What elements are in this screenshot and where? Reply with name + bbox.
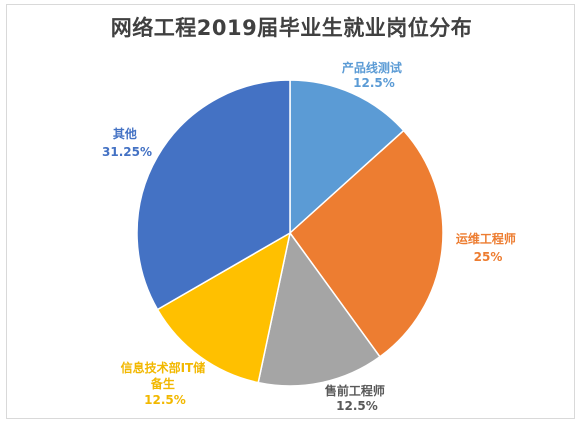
slice-label-售前工程师: 售前工程师 12.5% bbox=[325, 383, 389, 413]
chart-title: 网络工程2019届毕业生就业岗位分布 bbox=[110, 16, 473, 40]
slice-label-信息技术部IT储备生: 信息技术部IT储 备生 12.5% bbox=[121, 360, 210, 407]
slice-value-label: 12.5% bbox=[144, 393, 186, 407]
pie-slice-运维工程师 bbox=[288, 129, 444, 358]
pie-slices bbox=[136, 79, 444, 387]
pie-slice-售前工程师 bbox=[257, 231, 381, 387]
slice-value-label: 25% bbox=[474, 250, 503, 264]
slice-category-label-line2: 备生 bbox=[150, 376, 175, 391]
slice-label-其他: 其他 31.25% bbox=[102, 126, 152, 159]
slice-value-label: 12.5% bbox=[353, 76, 395, 90]
slice-category-label: 运维工程师 bbox=[456, 231, 516, 246]
slice-value-label: 12.5% bbox=[336, 399, 378, 413]
slice-label-产品线测试: 产品线测试 12.5% bbox=[342, 60, 406, 90]
slice-category-label: 其他 bbox=[113, 126, 137, 141]
slice-category-label-line1: 信息技术部IT储 bbox=[121, 360, 206, 375]
slice-category-label: 产品线测试 bbox=[342, 60, 402, 75]
slice-label-运维工程师: 运维工程师 25% bbox=[456, 231, 520, 264]
slice-category-label: 售前工程师 bbox=[325, 383, 385, 398]
pie-slice-信息技术部IT储备生 bbox=[156, 231, 292, 384]
pie-slice-其他 bbox=[136, 79, 291, 311]
pie-slice-产品线测试 bbox=[289, 79, 405, 235]
slice-value-label: 31.25% bbox=[102, 145, 152, 159]
